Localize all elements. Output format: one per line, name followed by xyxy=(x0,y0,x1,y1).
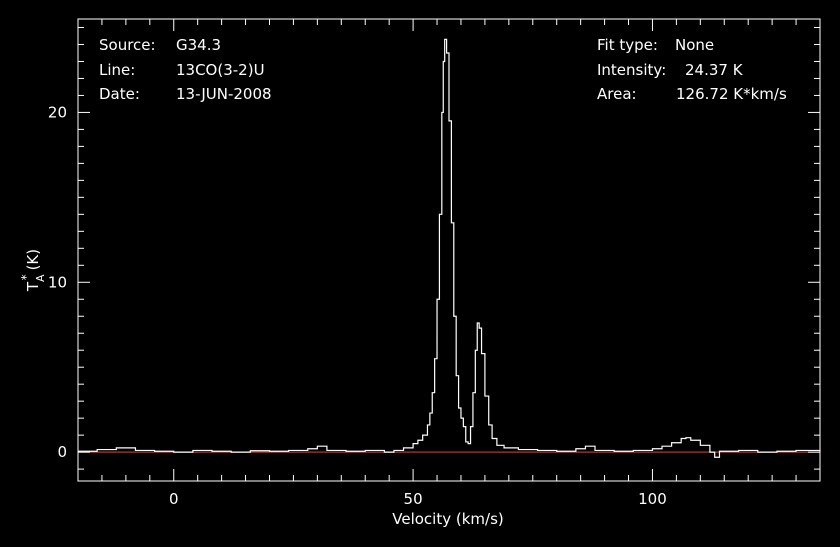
date-label: Date: xyxy=(99,85,140,103)
x-tick-label: 50 xyxy=(404,490,423,508)
line-value: 13CO(3-2)U xyxy=(176,61,265,79)
date-value: 13-JUN-2008 xyxy=(176,85,272,103)
intensity-value: 24.37 K xyxy=(685,61,744,79)
svg-text:TA*(K): TA* (K) xyxy=(19,249,47,292)
intensity-label: Intensity: xyxy=(597,61,666,79)
fit-type-label: Fit type: xyxy=(597,36,658,54)
line-label: Line: xyxy=(99,61,135,79)
x-axis-label: Velocity (km/s) xyxy=(392,510,503,528)
spectrum-line xyxy=(78,38,821,458)
y-axis-label-sup: * xyxy=(19,274,33,280)
area-value: 126.72 K*km/s xyxy=(676,85,787,103)
spectrum-layer xyxy=(78,38,821,458)
fit-type-value: None xyxy=(675,36,714,54)
y-tick-label: 20 xyxy=(48,103,67,121)
x-tick-label: 0 xyxy=(169,490,179,508)
source-value: G34.3 xyxy=(176,36,221,54)
plot-frame xyxy=(77,18,821,482)
y-axis-label-main: T xyxy=(24,281,42,292)
source-label: Source: xyxy=(99,36,156,54)
y-tick-label: 10 xyxy=(48,273,67,291)
y-axis-label: TA* (K) xyxy=(19,249,47,292)
y-axis-label-sub: A xyxy=(34,274,47,282)
y-tick-label: 0 xyxy=(57,443,67,461)
area-label: Area: xyxy=(597,85,637,103)
ticks-layer: 0 50 100 0 10 20 xyxy=(48,19,821,508)
y-axis-label-unit: (K) xyxy=(24,249,42,271)
x-tick-label: 100 xyxy=(638,490,667,508)
